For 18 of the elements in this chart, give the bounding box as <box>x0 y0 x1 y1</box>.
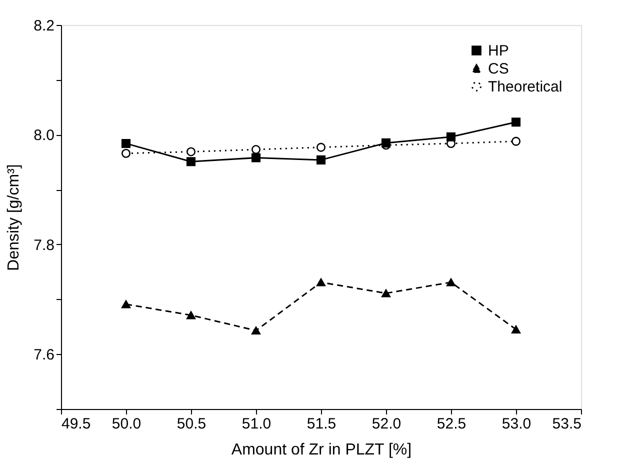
x-tick-label: 52.0 <box>372 416 402 432</box>
y-axis-title: Density [g/cm³] <box>6 164 23 271</box>
x-tick-label: 53.5 <box>552 416 582 432</box>
legend-label: HP <box>488 42 509 60</box>
legend-label: CS <box>488 60 509 78</box>
x-tick-label: 51.0 <box>242 416 272 432</box>
y-tick-label: 7.8 <box>34 236 54 254</box>
y-tick-label: 7.6 <box>34 346 54 364</box>
x-tick-label: 53.0 <box>502 416 532 432</box>
x-tick-label: 51.5 <box>306 416 336 432</box>
x-tick-label: 49.5 <box>62 416 91 432</box>
x-tick-label: 52.5 <box>436 416 466 432</box>
x-tick-label: 50.5 <box>176 416 206 432</box>
legend-label: Theoretical <box>488 78 562 96</box>
x-axis-title: Amount of Zr in PLZT [%] <box>231 442 412 458</box>
x-tick-label: 50.0 <box>112 416 142 432</box>
y-tick-label: 8.2 <box>34 18 54 34</box>
y-tick-label: 8.0 <box>34 127 54 144</box>
